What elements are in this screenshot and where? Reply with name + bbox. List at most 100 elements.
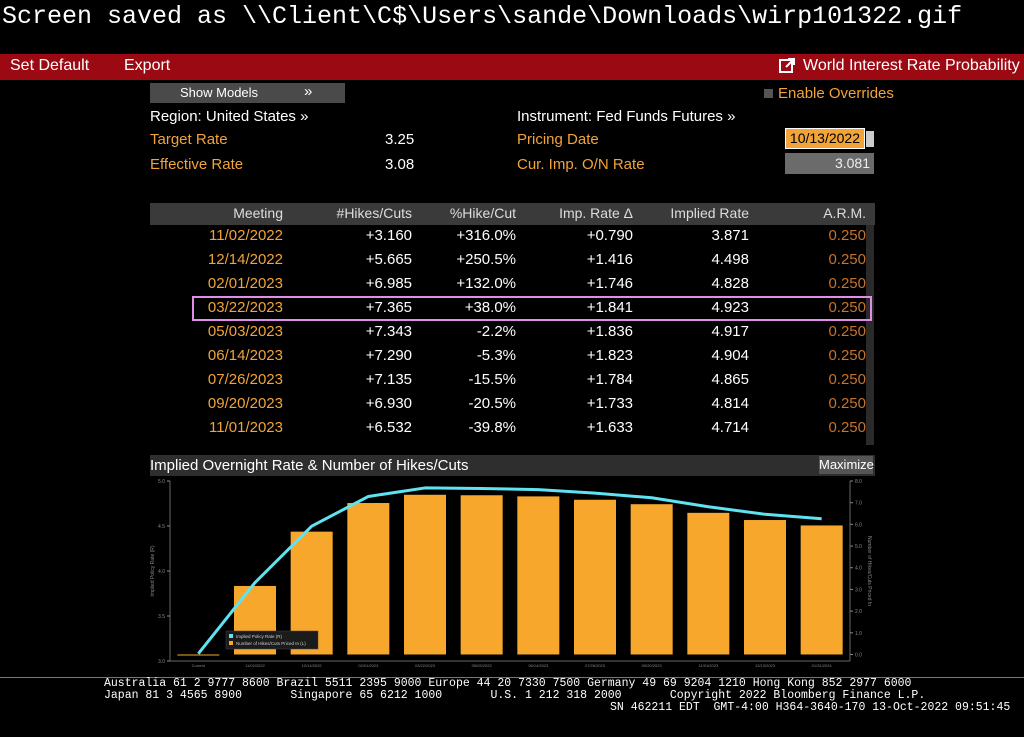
menu-item[interactable]: Set Default [10, 57, 90, 74]
maximize-button[interactable]: Maximize [819, 456, 874, 474]
chart: 3.0 3.5 4.0 4.5 5.0 0.0 1.0 2.0 3.0 4.0 5.0 6.0 7.0 8… [150, 479, 872, 668]
table-cell: 11/01/2023 [209, 419, 283, 436]
y2-tick-label: 1.0 [855, 631, 862, 637]
table-cell: +1.841 [586, 299, 633, 316]
x-tick-label: Current [192, 663, 206, 668]
x-tick-label: 03/22/2023 [415, 663, 436, 668]
table-cell: 12/14/2022 [207, 251, 283, 268]
y-tick-label: 4.5 [158, 524, 165, 530]
table-cell: -20.5% [468, 395, 516, 412]
legend-swatch [229, 634, 233, 638]
checkbox[interactable] [764, 89, 773, 98]
bar [517, 496, 560, 655]
chart-title-bar [150, 455, 875, 476]
menu-item[interactable]: Export [124, 57, 171, 74]
table-cell: 4.814 [711, 395, 749, 412]
footer-line: SN 462211 EDT GMT-4:00 H364-3640-170 13-… [610, 701, 1011, 714]
y-tick-label: 3.0 [158, 659, 165, 665]
table-cell: 05/03/2023 [207, 323, 283, 340]
table-cell: 4.865 [711, 371, 749, 388]
row-highlight [192, 296, 872, 321]
y-tick-label: 3.5 [158, 614, 165, 620]
y-tick-label: 5.0 [158, 479, 165, 485]
y-tick-label: 4.0 [158, 569, 165, 575]
y2-tick-label: 6.0 [855, 522, 862, 528]
pricing-date-input[interactable]: 10/13/2022 [785, 128, 865, 149]
x-tick-label: 11/02/2022 [245, 663, 265, 668]
table-cell: +3.160 [365, 227, 412, 244]
table-cell: 0.250 [828, 419, 866, 436]
expand-icon[interactable]: » [304, 83, 313, 100]
table-cell: +1.823 [586, 347, 633, 364]
x-tick-label: 05/03/2023 [472, 663, 493, 668]
legend-label: Implied Policy Rate (R) [236, 634, 283, 639]
table-cell: -2.2% [476, 323, 516, 340]
column-header: #Hikes/Cuts [336, 205, 412, 221]
info-value: 3.25 [385, 131, 415, 148]
table-cell: 4.917 [711, 323, 749, 340]
table-cell: +1.836 [586, 323, 633, 340]
table-cell: +1.633 [586, 419, 633, 436]
column-header: Implied Rate [670, 205, 749, 221]
table-cell: 4.498 [711, 251, 749, 268]
table-cell: +7.343 [365, 323, 412, 340]
table-cell: 0.250 [828, 251, 866, 268]
date-spinner[interactable] [866, 131, 874, 147]
bar [460, 495, 503, 655]
rate-input[interactable]: 3.081 [785, 153, 874, 174]
show-models-label[interactable]: Show Models [180, 85, 259, 100]
instrument[interactable]: Instrument: Fed Funds Futures » [517, 108, 736, 125]
table-cell: 4.828 [711, 275, 749, 292]
table-cell: +38.0% [464, 299, 516, 316]
menu-bar [0, 54, 1024, 80]
show-models-button[interactable] [150, 83, 345, 103]
scrollbar[interactable] [866, 225, 874, 445]
y2-tick-label: 2.0 [855, 609, 862, 615]
y-axis-label: Implied Policy Rate (R) [150, 545, 156, 596]
x-tick-label: 02/01/2023 [358, 663, 379, 668]
table-cell: 03/22/2023 [207, 299, 283, 316]
table-cell: +5.665 [365, 251, 412, 268]
bar [177, 654, 220, 656]
table-cell: +7.365 [365, 299, 412, 316]
table-cell: +6.532 [365, 419, 412, 436]
table-header [150, 203, 875, 225]
table-cell: 11/02/2022 [209, 227, 283, 244]
table-cell: 09/20/2023 [207, 395, 283, 412]
y2-tick-label: 5.0 [855, 544, 862, 550]
region[interactable]: Region: United States » [150, 108, 309, 125]
bar [800, 525, 843, 655]
bar [347, 503, 390, 655]
table-cell: +0.790 [586, 227, 633, 244]
column-header: Meeting [233, 205, 283, 221]
table-cell: +1.746 [586, 275, 633, 292]
table-cell: 02/01/2023 [207, 275, 283, 292]
x-tick-label: 06/14/2023 [528, 663, 549, 668]
x-tick-label: 01/31/2024 [812, 663, 833, 668]
info-label: Target Rate [150, 131, 228, 148]
enable-overrides[interactable]: Enable Overrides [778, 85, 894, 102]
table-cell: +1.784 [586, 371, 633, 388]
bar [687, 512, 730, 655]
table-cell: 0.250 [828, 395, 866, 412]
table-cell: 3.871 [711, 227, 749, 244]
bar [574, 499, 616, 655]
legend-swatch [229, 641, 233, 645]
table-cell: 0.250 [828, 371, 866, 388]
line [197, 486, 822, 655]
status-line: Screen saved as \\Client\C$\Users\sande\… [2, 2, 963, 31]
y2-tick-label: 3.0 [855, 587, 862, 593]
popout-icon[interactable] [778, 57, 796, 75]
y2-tick-label: 4.0 [855, 566, 862, 572]
x-tick-label: 12/14/2022 [302, 663, 323, 668]
footer-line: Japan 81 3 4565 8900 Singapore 65 6212 1… [104, 689, 926, 702]
x-tick-label: 07/26/2023 [585, 663, 606, 668]
table-cell: -39.8% [468, 419, 516, 436]
table-cell: 4.923 [711, 299, 749, 316]
screen-title: World Interest Rate Probability [803, 57, 1020, 74]
info-value: 3.08 [385, 156, 415, 173]
legend-label: Number of Hikes/Cuts Priced In (L) [236, 641, 306, 646]
legend-box [225, 630, 319, 650]
table-cell: +7.135 [365, 371, 412, 388]
